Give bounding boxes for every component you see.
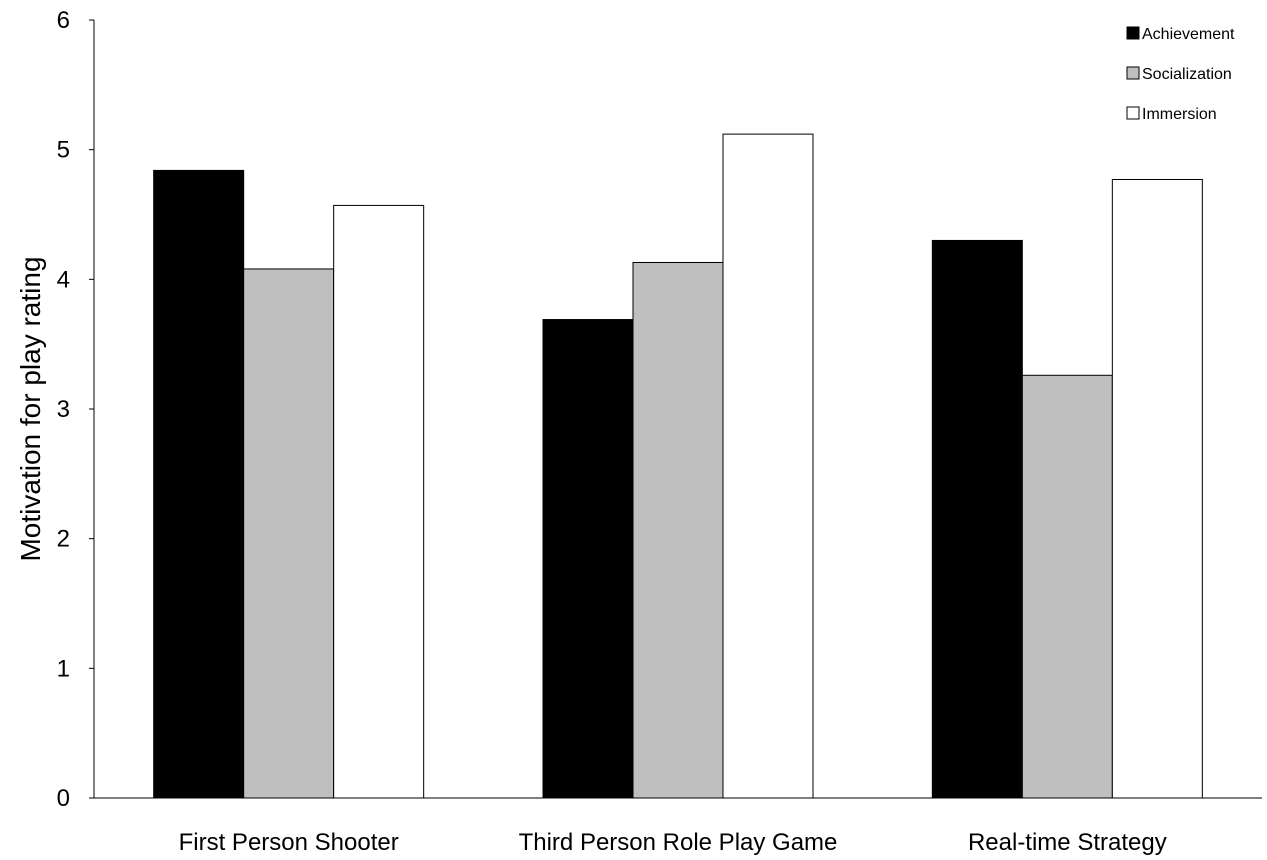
bar-achievement-2 [542,319,634,799]
y-tick-labels: 0 1 2 3 4 5 6 [57,7,94,812]
bar-immersion-1 [333,204,425,799]
legend-swatch-achievement [1126,26,1140,40]
y-tick-label: 0 [57,785,70,812]
bar-socialization-1 [243,268,335,799]
x-category-label: Real-time Strategy [968,829,1167,856]
y-axis-label: Motivation for play rating [15,256,46,561]
legend-label-socialization: Socialization [1142,66,1232,83]
bar-achievement-3 [931,239,1023,799]
y-tick-label: 4 [57,266,70,293]
y-tick-label: 3 [57,396,70,423]
bar-achievement-1 [153,169,245,799]
bar-socialization-2 [632,261,724,799]
bar-immersion-3 [1111,178,1203,799]
y-tick-label: 2 [57,526,70,553]
legend-label-immersion: Immersion [1142,106,1217,123]
legend-swatch-socialization [1126,66,1140,80]
bar-socialization-3 [1021,374,1113,799]
y-tick-label: 1 [57,655,70,682]
legend-swatch-immersion [1126,106,1140,120]
bars [153,133,1203,799]
y-tick-label: 6 [57,7,70,34]
legend-label-achievement: Achievement [1142,26,1235,43]
y-tick-label: 5 [57,137,70,164]
legend: Achievement Socialization Immersion [1126,26,1235,123]
x-category-label: First Person Shooter [179,829,399,856]
bar-immersion-2 [722,133,814,799]
x-category-labels: First Person Shooter Third Person Role Pl… [179,829,1167,856]
x-category-label: Third Person Role Play Game [519,829,838,856]
